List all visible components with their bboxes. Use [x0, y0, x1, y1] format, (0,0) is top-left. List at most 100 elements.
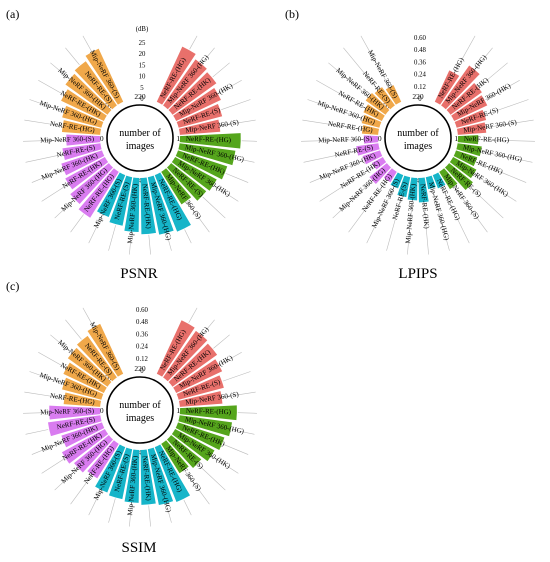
lpips-bar-red-2	[446, 83, 482, 115]
ssim-bar-cyan-13	[147, 447, 174, 506]
bar-guide-line	[366, 187, 395, 244]
ssim-bar-purple-23	[49, 405, 101, 420]
psnr-bar-orange-26	[61, 89, 107, 121]
bar-guide-line	[218, 79, 242, 94]
bar-guide-line	[38, 79, 64, 95]
lpips-bar-green-8	[453, 150, 478, 167]
bar-guide-line	[474, 47, 493, 70]
ssim-category-label: NeRF-RE-(HG)	[186, 407, 232, 416]
scale-tick-label: 0.48	[136, 319, 148, 326]
ssim-bar-orange-29	[87, 323, 124, 377]
psnr-bar-purple-23	[66, 134, 101, 146]
lpips-bar-red-3	[451, 95, 488, 121]
bar-guide-line	[41, 184, 68, 202]
bar-guide-line	[38, 351, 66, 368]
chart-title-lpips: LPIPS	[398, 266, 437, 282]
lpips-bar-purple-23	[363, 135, 379, 144]
bar-guide-line	[309, 160, 364, 183]
scale-tick-label: 0	[140, 368, 144, 375]
bar-guide-line	[386, 196, 402, 251]
bar-guide-line	[319, 166, 374, 202]
lpips-bar-purple-20	[372, 157, 387, 170]
lpips-bar-green-10	[444, 163, 473, 191]
ssim-bar-green-9	[171, 429, 215, 462]
bar-guide-line	[41, 458, 65, 474]
center-label-line2: images	[404, 141, 432, 152]
scale-tick-label: 0	[140, 96, 144, 103]
ssim-bar-green-11	[161, 440, 189, 474]
ring-tick-label: 60	[104, 373, 112, 382]
lpips-bar-cyan-16	[397, 175, 411, 198]
ssim-category-label: Mip-NeRF 360-(S)	[40, 407, 95, 417]
bar-guide-line	[54, 199, 75, 219]
ssim-bar-green-10	[166, 435, 202, 469]
ssim-bar-orange-28	[76, 335, 117, 382]
bar-guide-line	[31, 169, 63, 183]
bar-guide-line	[407, 201, 413, 255]
bar-guide-line	[186, 201, 210, 233]
chart-panel-psnr: 22018014010060number ofimages2520151050(…	[23, 26, 257, 255]
psnr-bar-green-7	[178, 143, 236, 166]
psnr-bar-cyan-17	[97, 172, 126, 218]
bar-guide-line	[343, 47, 378, 90]
bar-guide-line	[485, 79, 520, 100]
bar-guide-line	[481, 151, 533, 163]
center-label-line1: number of	[119, 128, 161, 139]
lpips-bar-purple-21	[362, 150, 383, 165]
bar-guide-line	[220, 119, 256, 126]
ssim-bar-orange-25	[62, 377, 104, 400]
bar-guide-line	[29, 371, 63, 384]
bar-guide-line	[82, 35, 92, 52]
bar-guide-line	[219, 351, 242, 365]
lpips-bar-orange-25	[361, 114, 382, 128]
ssim-bar-purple-20	[61, 429, 109, 464]
bar-guide-line	[432, 189, 450, 251]
center-label-line2: images	[126, 413, 154, 424]
scale-tick-label: 0	[418, 96, 422, 103]
ssim-bar-red-1	[163, 330, 208, 382]
bar-guide-line	[148, 234, 151, 255]
bar-guide-line	[184, 470, 210, 505]
psnr-bar-cyan-16	[109, 175, 133, 226]
bar-guide-line	[441, 187, 470, 244]
bar-guide-line	[184, 229, 192, 244]
psnr-bar-red-4	[176, 104, 223, 128]
bar-guide-line	[454, 187, 488, 233]
bar-guide-line	[235, 157, 255, 163]
psnr-category-label: Mip-NeRF 360-(S)	[40, 135, 95, 145]
bar-guide-line	[221, 99, 251, 111]
lpips-category-label: NeRF-RE-(HG)	[464, 135, 510, 144]
psnr-bar-purple-19	[70, 163, 114, 205]
bar-guide-line	[222, 371, 251, 382]
psnr-bar-purple-18	[78, 168, 119, 218]
scale-tick-label: 0.36	[136, 331, 148, 338]
bar-guide-line	[202, 196, 226, 219]
bar-guide-line	[50, 334, 72, 353]
scale-tick-label: 25	[139, 40, 146, 47]
center-label-line1: number of	[397, 128, 439, 139]
psnr-bar-red-0	[156, 46, 196, 105]
ssim-bar-green-6	[179, 405, 237, 421]
bar-guide-line	[201, 47, 215, 64]
bar-guide-line	[302, 119, 362, 130]
bar-guide-line	[65, 47, 80, 65]
bar-guide-line	[24, 391, 64, 399]
bar-guide-line	[202, 319, 215, 335]
lpips-bar-red-4	[454, 109, 487, 128]
lpips-bar-green-6	[457, 135, 479, 145]
bar-guide-line	[222, 443, 249, 455]
bar-guide-line	[166, 504, 172, 523]
bar-guide-line	[29, 99, 64, 112]
bar-guide-line	[50, 62, 70, 79]
lpips-bar-red-0	[434, 70, 460, 105]
ssim-bar-orange-24	[63, 392, 102, 407]
bar-guide-line	[423, 203, 429, 255]
ring-tick-label: 60	[104, 101, 112, 110]
bar-guide-line	[478, 62, 508, 88]
lpips-bar-orange-26	[363, 104, 385, 121]
ring-tick-label: 60	[382, 101, 390, 110]
bar-guide-line	[212, 62, 230, 78]
ssim-bar-cyan-17	[95, 444, 126, 493]
psnr-bar-green-8	[175, 150, 228, 180]
ssim-bar-purple-22	[47, 415, 102, 437]
